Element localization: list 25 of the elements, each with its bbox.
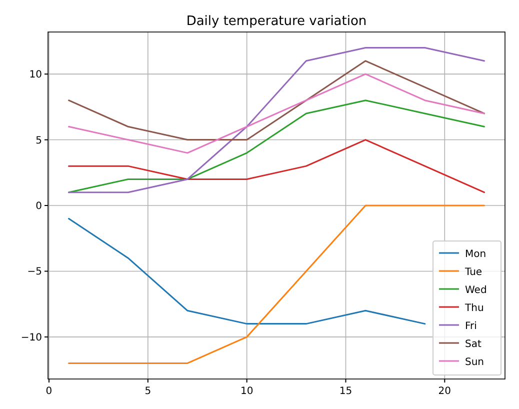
chart-title: Daily temperature variation xyxy=(186,14,367,29)
legend-label: Sat xyxy=(465,339,482,350)
y-tick-label: −5 xyxy=(27,266,42,278)
y-tick-label: 10 xyxy=(29,70,42,81)
legend-label: Thu xyxy=(464,303,484,314)
line-series xyxy=(68,47,485,194)
legend-label: Fri xyxy=(465,321,477,332)
y-tick-label: −10 xyxy=(20,332,42,344)
x-tick-label: 20 xyxy=(438,386,452,397)
line-series xyxy=(68,218,426,325)
x-tick-label: 10 xyxy=(240,386,254,397)
line-series xyxy=(68,139,485,194)
x-tick-label: 15 xyxy=(339,386,352,397)
y-tick-label: 5 xyxy=(36,135,42,146)
line-series xyxy=(68,204,485,364)
legend-label: Mon xyxy=(465,249,486,260)
x-tick-label: 5 xyxy=(144,386,152,397)
y-tick-label: 0 xyxy=(36,201,42,212)
legend-label: Sun xyxy=(465,357,484,368)
legend-label: Wed xyxy=(465,285,487,296)
line-series xyxy=(68,100,485,194)
x-tick-label: 0 xyxy=(46,386,52,397)
line-series xyxy=(68,60,485,141)
line-series xyxy=(68,73,485,154)
legend-label: Tue xyxy=(464,267,482,278)
